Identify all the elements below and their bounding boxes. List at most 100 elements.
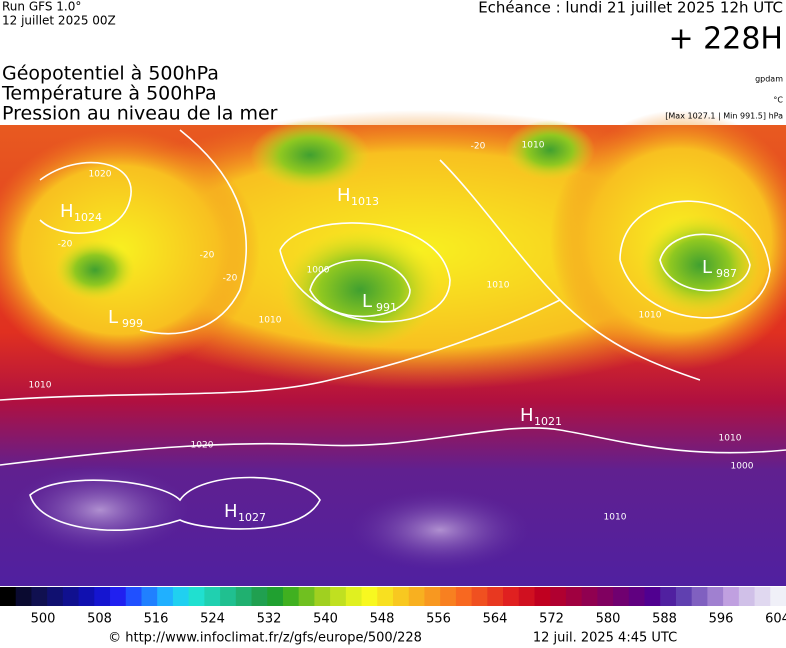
contour-label: -20 <box>58 240 73 250</box>
color-swatch <box>15 587 32 606</box>
color-swatch <box>471 587 488 606</box>
run: Run GFS 1.0° <box>2 0 81 14</box>
colorbar-label: 540 <box>313 612 338 627</box>
center-type: H <box>337 185 351 206</box>
color-swatch <box>157 587 174 606</box>
center-type: H <box>60 201 74 222</box>
color-swatch <box>754 587 771 606</box>
colorbar-label: 548 <box>370 612 395 627</box>
map <box>0 110 786 586</box>
contour-label: 1020 <box>191 441 214 451</box>
center-value: 1027 <box>238 511 266 524</box>
footer-url: © http://www.infoclimat.fr/z/gfs/europe/… <box>108 631 422 646</box>
colorbar: 500 508 516 524 532 540 548 556 564 572 580 588 596 6… <box>0 587 786 627</box>
center-value: 999 <box>122 317 143 330</box>
color-swatch <box>675 587 693 606</box>
contour-label: -20 <box>200 251 215 261</box>
unit: [Max 1027.1 | Min 991.5] hPa <box>665 112 783 121</box>
center-value: 987 <box>716 267 737 280</box>
contour-label: 1010 <box>639 311 662 321</box>
contour-label: -20 <box>471 142 486 152</box>
contour-label: 1000 <box>731 462 754 472</box>
color-swatch <box>361 587 378 606</box>
colorbar-label: 564 <box>483 612 508 627</box>
color-swatch <box>282 587 300 606</box>
color-swatch <box>110 587 127 606</box>
center-type: L <box>362 291 372 312</box>
colorbar-label: 604 <box>765 612 786 627</box>
contour-label: 1010 <box>487 281 510 291</box>
color-swatch <box>377 587 394 606</box>
color-swatch <box>62 587 80 606</box>
color-swatch <box>628 587 646 606</box>
contour-label: 1010 <box>522 141 545 151</box>
contour-label: -20 <box>223 274 238 284</box>
color-swatch <box>235 587 253 606</box>
color-swatch <box>660 587 677 606</box>
color-swatch <box>738 587 756 606</box>
contour-label: 1000 <box>307 266 330 276</box>
color-swatch <box>251 587 268 606</box>
lead-time: + 228H <box>669 22 784 57</box>
color-swatch <box>565 587 583 606</box>
color-swatch <box>487 587 504 606</box>
color-swatch <box>220 587 237 606</box>
contour-label: 1010 <box>259 316 282 326</box>
color-swatch <box>267 587 284 606</box>
title: Géopotentiel à 500hPa <box>2 63 219 85</box>
run-date: 12 juillet 2025 00Z <box>2 14 116 28</box>
colorbar-label: 500 <box>31 612 56 627</box>
contour-label: 1010 <box>29 381 52 391</box>
title: Température à 500hPa <box>1 83 217 105</box>
color-swatch <box>455 587 473 606</box>
colorbar-label: 524 <box>200 612 225 627</box>
color-swatch <box>707 587 724 606</box>
color-swatch <box>47 587 64 606</box>
color-swatch <box>330 587 347 606</box>
color-swatch <box>408 587 425 606</box>
center-type: L <box>108 307 118 328</box>
color-swatch <box>503 587 520 606</box>
header: Run GFS 1.0° 12 juillet 2025 00Z Echéanc… <box>1 0 783 125</box>
color-swatch <box>581 587 598 606</box>
color-swatch <box>31 587 48 606</box>
color-swatch <box>613 587 630 606</box>
echeance: Echéance : lundi 21 juillet 2025 12h UTC <box>478 0 783 17</box>
color-swatch <box>597 587 614 606</box>
center-value: 991 <box>376 301 397 314</box>
color-swatch <box>770 587 786 606</box>
colorbar-label: 556 <box>426 612 451 627</box>
center-value: 1021 <box>534 415 562 428</box>
color-swatch <box>393 587 410 606</box>
color-swatch <box>314 587 331 606</box>
color-swatch <box>204 587 221 606</box>
footer-time: 12 juil. 2025 4:45 UTC <box>533 631 677 646</box>
color-swatch <box>345 587 363 606</box>
contour-label: 1010 <box>719 434 742 444</box>
color-swatch <box>188 587 205 606</box>
color-swatch <box>0 587 17 606</box>
color-swatch <box>550 587 567 606</box>
center-type: H <box>224 501 238 522</box>
center-value: 1024 <box>74 211 102 224</box>
colorbar-label: 572 <box>539 612 564 627</box>
color-swatch <box>424 587 441 606</box>
color-swatch <box>172 587 190 606</box>
contour-label: 1010 <box>604 513 627 523</box>
color-swatch <box>125 587 142 606</box>
colorbar-label: 596 <box>709 612 734 627</box>
color-swatch <box>94 587 111 606</box>
color-swatch <box>440 587 457 606</box>
center-type: H <box>520 405 534 426</box>
center-type: L <box>702 257 712 278</box>
colorbar-label: 508 <box>87 612 112 627</box>
color-swatch <box>298 587 315 606</box>
colorbar-label: 588 <box>652 612 677 627</box>
colorbar-label: 580 <box>596 612 621 627</box>
contour-label: 1020 <box>89 170 112 180</box>
color-swatch <box>78 587 95 606</box>
color-swatch <box>534 587 551 606</box>
colorbar-label: 532 <box>257 612 282 627</box>
